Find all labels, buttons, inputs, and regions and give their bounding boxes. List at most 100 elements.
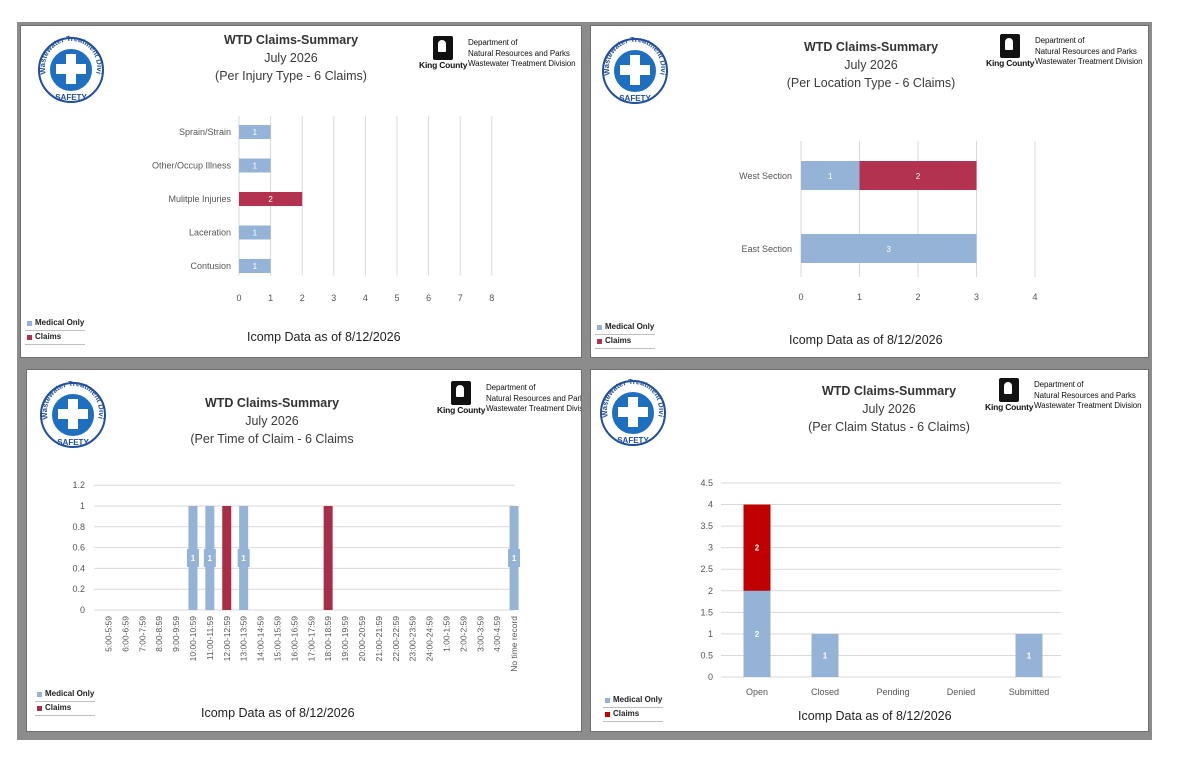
x-tick-label: 6 [426, 293, 431, 303]
legend-swatch [27, 321, 32, 326]
x-tick-label: 2 [300, 293, 305, 303]
category-label: Contusion [190, 261, 231, 271]
department-line: Natural Resources and Parks [468, 48, 570, 58]
legend-swatch [605, 698, 610, 703]
bar [239, 259, 271, 273]
king-county-logo: King County Department of Natural Resource… [985, 378, 1148, 414]
panel-title: WTD Claims-Summary [204, 396, 340, 410]
legend-item-claims: Claims [603, 708, 663, 722]
y-tick-label: 3 [708, 543, 713, 553]
y-tick-label: 1 [80, 501, 85, 511]
legend-label: Medical Only [45, 689, 95, 698]
department-name: Department of Natural Resources and Parks… [1035, 36, 1143, 68]
department-line: Wastewater Treatment Division [1035, 57, 1143, 66]
panel-title: WTD Claims-Summary [223, 33, 359, 47]
seal-banner: SAFETY [55, 93, 87, 102]
king-county-logo: King County Department of Natural Resource… [986, 34, 1148, 70]
department-line: Wastewater Treatment Division [468, 59, 576, 68]
x-tick-label: 4:00-4:59 [492, 616, 502, 652]
data-label: 1 [512, 554, 517, 563]
safety-logo: Wastewater Treatment DivisionSAFETY [37, 374, 107, 449]
claim-status-panel: Wastewater Treatment DivisionSAFETY WTD … [590, 369, 1149, 732]
chart-legend: Medical Only Claims [25, 317, 85, 345]
x-tick-label: 3:00-3:59 [475, 616, 485, 652]
data-label: 3 [887, 245, 892, 254]
panel-subtitle: July 2026 [264, 51, 318, 65]
legend-label: Claims [605, 336, 632, 345]
data-footer: Icomp Data as of 8/12/2026 [247, 330, 401, 344]
legend-item-claims: Claims [595, 335, 655, 349]
x-tick-label: 16:00-16:59 [289, 616, 299, 662]
x-tick-label: 22:00-22:59 [391, 616, 401, 662]
x-tick-label: 12:00-12:59 [222, 616, 232, 662]
x-tick-label: 0 [798, 292, 803, 302]
bar [222, 506, 232, 610]
department-name: Department of Natural Resources and Parks… [1034, 380, 1142, 412]
location-type-panel: Wastewater Treatment DivisionSAFETY WTD … [590, 25, 1149, 358]
x-tick-label: Pending [876, 687, 909, 697]
category-label: West Section [739, 171, 792, 181]
x-tick-label: 1:00-1:59 [441, 616, 451, 652]
department-line: Department of [1035, 36, 1085, 45]
data-label: 1 [191, 554, 196, 563]
data-label: 1 [1027, 651, 1032, 660]
agency-name: King County [985, 402, 1034, 412]
bar [743, 504, 771, 591]
x-tick-label: 9:00-9:59 [171, 616, 181, 652]
panel-title: WTD Claims-Summary [821, 384, 957, 398]
x-tick-label: 6:00-6:59 [120, 616, 130, 652]
white-cross-icon [58, 399, 88, 429]
category-label: Mulitple Injuries [168, 194, 231, 204]
x-tick-label: 7:00-7:59 [137, 616, 147, 652]
king-county-mark-icon [433, 36, 453, 60]
y-tick-label: 0.4 [72, 563, 85, 573]
x-tick-label: 8:00-8:59 [154, 616, 164, 652]
data-footer: Icomp Data as of 8/12/2026 [798, 709, 952, 723]
y-tick-label: 0.6 [72, 543, 85, 553]
x-tick-label: No time record [509, 616, 519, 672]
x-tick-label: 2 [915, 292, 920, 302]
x-tick-label: 19:00-19:59 [340, 616, 350, 662]
panel-title-block: WTD Claims-Summary July 2026 (Per Injury… [191, 31, 391, 85]
category-label: Laceration [189, 228, 231, 238]
legend-label: Medical Only [613, 695, 663, 704]
safety-seal: Wastewater Treatment DivisionSAFETY [37, 374, 106, 448]
safety-logo: Wastewater Treatment DivisionSAFETY [599, 30, 669, 105]
panel-subtitle-2: (Per Injury Type - 6 Claims) [215, 69, 367, 83]
y-tick-label: 3.5 [700, 521, 713, 531]
legend-item-medical: Medical Only [35, 688, 95, 702]
category-label: East Section [741, 244, 792, 254]
data-label: 1 [253, 262, 258, 271]
data-label-box [186, 549, 199, 567]
white-cross-icon [620, 55, 650, 85]
data-label: 2 [755, 630, 760, 639]
y-tick-label: 0 [80, 605, 85, 615]
legend-label: Claims [35, 332, 62, 341]
injury-type-panel: Wastewater Treatment Division SAFETY WTD … [20, 25, 582, 358]
location-type-chart: 0 1 2 3 4 West Section 1 2 East Section 3 [739, 141, 1038, 302]
bar [323, 506, 333, 610]
bar [239, 125, 271, 139]
x-tick-label: 10:00-10:59 [188, 616, 198, 662]
department-line: Natural Resources and Parks [1034, 390, 1136, 400]
y-tick-label: 4 [708, 500, 713, 510]
legend-swatch [605, 712, 610, 717]
department-line: Department of [468, 38, 518, 47]
x-tick-label: Submitted [1009, 687, 1050, 697]
panel-subtitle: July 2026 [245, 414, 299, 428]
safety-logo: Wastewater Treatment DivisionSAFETY [597, 372, 667, 447]
legend-swatch [597, 339, 602, 344]
category-label: Sprain/Strain [179, 127, 231, 137]
panel-subtitle: July 2026 [844, 58, 898, 72]
x-tick-label: Open [746, 687, 768, 697]
panel-subtitle-2: (Per Time of Claim - 6 Claims [190, 432, 354, 446]
data-footer: Icomp Data as of 8/12/2026 [201, 706, 355, 720]
data-label: 1 [208, 554, 213, 563]
x-tick-label: 18:00-18:59 [323, 616, 333, 662]
department-line: Natural Resources and Parks [486, 393, 582, 403]
x-tick-label: 13:00-13:59 [239, 616, 249, 662]
x-tick-label: 3 [331, 293, 336, 303]
x-tick-label: 0 [236, 293, 241, 303]
legend-label: Claims [45, 703, 72, 712]
department-line: Wastewater Treatment Division [1034, 401, 1142, 410]
